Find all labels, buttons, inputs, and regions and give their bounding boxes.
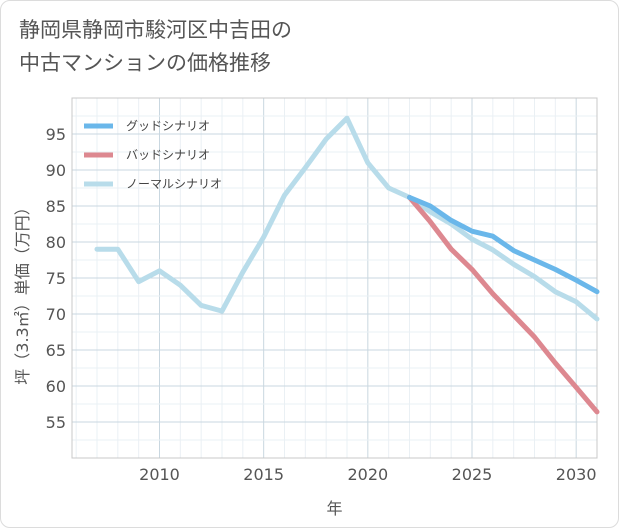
legend-label-1: バッドシナリオ (126, 148, 210, 162)
x-axis-title: 年 (326, 499, 342, 518)
series-line-0 (407, 194, 600, 295)
legend-label-0: グッドシナリオ (126, 119, 210, 133)
y-tick-label: 75 (46, 269, 66, 288)
x-tick-label: 2020 (347, 465, 388, 484)
y-tick-label: 70 (46, 305, 66, 324)
y-axis-title: 坪（3.3㎡）単価（万円） (13, 199, 32, 384)
y-tick-label: 55 (46, 413, 66, 432)
y-tick-label: 65 (46, 341, 66, 360)
plot-area (71, 97, 598, 459)
x-tick-label: 2030 (556, 465, 597, 484)
axis-ticks: 2010 2015 2020 2025 2030 55 60 65 70 75 80 85 90 95 (46, 125, 597, 484)
series-line-2 (94, 115, 600, 322)
chart-title-line-1: 静岡県静岡市駿河区中吉田の (19, 18, 292, 42)
x-tick-label: 2015 (243, 465, 284, 484)
x-tick-label: 2010 (139, 465, 180, 484)
y-tick-label: 90 (46, 161, 66, 180)
y-tick-label: 60 (46, 377, 66, 396)
chart-title: 静岡県静岡市駿河区中吉田の 中古マンションの価格推移 (19, 14, 292, 80)
y-tick-label: 80 (46, 233, 66, 252)
y-tick-label: 95 (46, 125, 66, 144)
series-group (94, 115, 600, 415)
y-tick-label: 85 (46, 197, 66, 216)
chart-title-line-2: 中古マンションの価格推移 (19, 51, 271, 75)
legend-label-2: ノーマルシナリオ (126, 177, 222, 191)
x-tick-label: 2025 (452, 465, 493, 484)
series-line-1 (407, 194, 600, 415)
